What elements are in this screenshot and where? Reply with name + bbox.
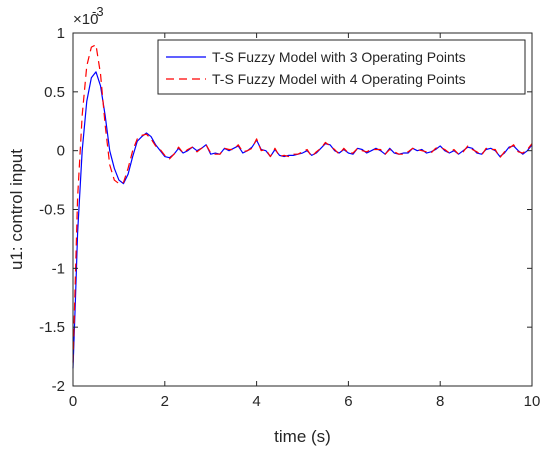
legend: T-S Fuzzy Model with 3 Operating Points …	[157, 39, 526, 95]
legend-box	[157, 39, 526, 95]
x-tick-label: 6	[344, 393, 352, 410]
y-multiplier-exponent: -3	[92, 4, 104, 19]
x-tick-label: 8	[436, 393, 444, 410]
x-tick-label: 2	[161, 393, 169, 410]
legend-label-4-operating-points: T-S Fuzzy Model with 4 Operating Points	[212, 71, 466, 87]
series-layer	[72, 44, 533, 369]
legend-label-3-operating-points: T-S Fuzzy Model with 3 Operating Points	[212, 49, 466, 65]
x-tick-label: 0	[69, 393, 77, 410]
y-tick-label: -0.5	[39, 202, 65, 219]
y-tick-label: 0	[57, 143, 65, 160]
y-tick-label: 0.5	[44, 84, 65, 101]
x-axis-label: time (s)	[274, 427, 331, 446]
y-axis-label: u1: control input	[7, 149, 26, 270]
y-tick-label: -1	[52, 260, 65, 277]
x-tick-label: 10	[524, 393, 541, 410]
y-tick-label: -1.5	[39, 319, 65, 336]
x-tick-label: 4	[252, 393, 260, 410]
y-multiplier-base: ×10	[73, 11, 98, 28]
axes-layer: 0 2 4 6 8 10 -2 -1.5 -1 -0.5 0 0.5 1	[39, 25, 540, 410]
y-tick-label: 1	[57, 25, 65, 42]
series-line-2	[72, 44, 533, 363]
y-tick-label: -2	[52, 378, 65, 395]
